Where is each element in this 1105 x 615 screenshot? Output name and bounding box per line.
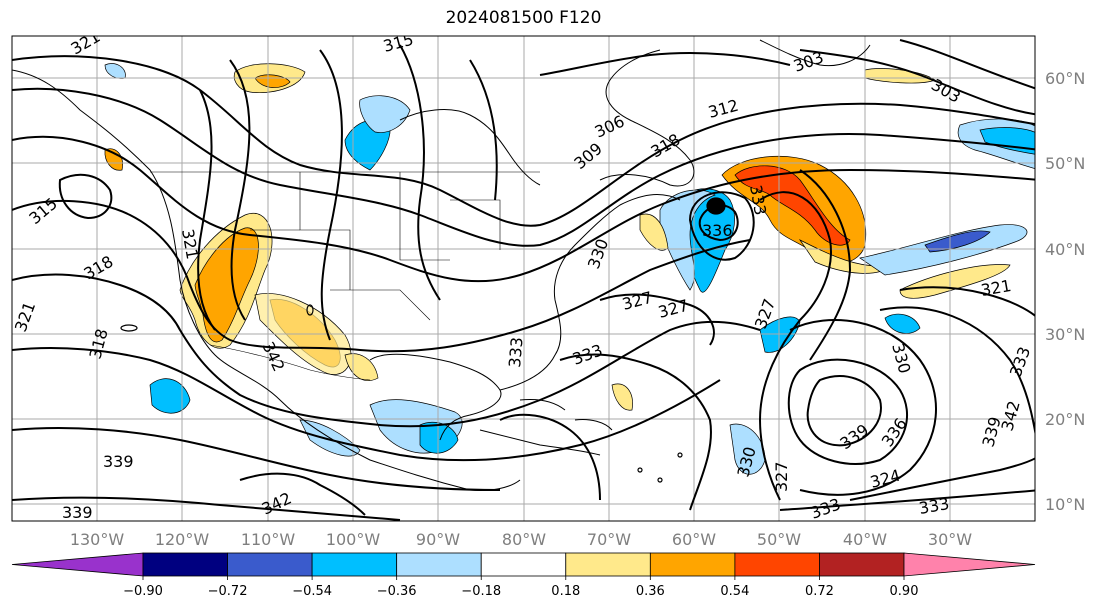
shade-cool-subtrop bbox=[759, 316, 801, 353]
latitude-labels: 60°N 50°N 40°N 30°N 20°N 10°N bbox=[1045, 69, 1085, 514]
colorbar-extend-low bbox=[11, 552, 144, 577]
colorbar-segment bbox=[565, 552, 651, 577]
contour-label: 339 bbox=[103, 452, 134, 471]
lat-label: 30°N bbox=[1045, 325, 1085, 344]
plot-frame bbox=[11, 35, 1036, 522]
colorbar-segment bbox=[734, 552, 820, 577]
shade-cool-pink-atl bbox=[884, 313, 921, 334]
colorbar-segment bbox=[311, 552, 398, 577]
lat-label: 40°N bbox=[1045, 240, 1085, 259]
colorbar-tick-label: −0.36 bbox=[377, 584, 417, 599]
colorbar-tick-label: −0.18 bbox=[461, 584, 501, 599]
lon-label: 60°W bbox=[672, 530, 716, 549]
lon-label: 120°W bbox=[155, 530, 210, 549]
longitude-labels: 130°W 120°W 110°W 100°W 90°W 80°W 70°W 6… bbox=[70, 530, 972, 549]
shade-blue-caribbean bbox=[419, 421, 459, 454]
colorbar-tick-label: 0.18 bbox=[551, 584, 580, 599]
shade-cool-low-light bbox=[659, 189, 716, 291]
colorbar-segment bbox=[227, 552, 313, 577]
borders bbox=[150, 171, 540, 381]
lon-label: 100°W bbox=[326, 530, 381, 549]
lon-label: 40°W bbox=[843, 530, 887, 549]
shade-warm-westpac bbox=[104, 148, 123, 171]
coastlines bbox=[12, 39, 871, 491]
colorbar-segment bbox=[480, 552, 567, 577]
shade-warm-newengland bbox=[639, 213, 669, 251]
contour-label: 339 bbox=[62, 503, 93, 522]
lon-label: 110°W bbox=[241, 530, 296, 549]
contour-label: 336 bbox=[702, 221, 733, 240]
lat-label: 20°N bbox=[1045, 410, 1085, 429]
shade-warm-atlantic-band bbox=[899, 264, 1011, 299]
lat-label: 50°N bbox=[1045, 154, 1085, 173]
colorbar-tick-label: 0.36 bbox=[636, 584, 665, 599]
lon-label: 70°W bbox=[587, 530, 631, 549]
colorbar-tick-labels: −0.90 −0.72 −0.54 −0.36 −0.18 0.18 0.36 0.54 0.7… bbox=[123, 584, 918, 599]
lat-label: 60°N bbox=[1045, 69, 1085, 88]
colorbar-tick-label: −0.54 bbox=[292, 584, 332, 599]
colorbar-tick-label: 0.90 bbox=[890, 584, 919, 599]
shade-blue-atlantic-band bbox=[924, 230, 991, 253]
shade-warm-carib bbox=[611, 383, 633, 411]
colorbar-segment bbox=[396, 552, 482, 577]
colorbar-tick-label: −0.90 bbox=[123, 584, 163, 599]
colorbar-extend-high bbox=[903, 552, 1036, 577]
lon-label: 30°W bbox=[928, 530, 972, 549]
colorbar-segment bbox=[649, 552, 736, 577]
shade-cool-canada-light bbox=[359, 95, 411, 133]
lon-label: 50°W bbox=[757, 530, 801, 549]
contours bbox=[12, 39, 1035, 521]
shading-layer bbox=[104, 63, 1035, 475]
lat-label: 10°N bbox=[1045, 495, 1085, 514]
lon-label: 90°W bbox=[416, 530, 460, 549]
lon-label: 130°W bbox=[70, 530, 125, 549]
shade-cool-eastpac bbox=[149, 378, 191, 414]
colorbar-segment bbox=[819, 552, 905, 577]
graticule bbox=[12, 36, 1035, 521]
colorbar-tick-label: 0.54 bbox=[720, 584, 749, 599]
plot-area: 321 315 315 318 321 318 321 306 309 312 … bbox=[12, 36, 1035, 522]
contour-label: 327 bbox=[772, 461, 791, 492]
map-title: 2024081500 F120 bbox=[445, 8, 602, 28]
colorbar bbox=[11, 552, 1036, 580]
colorbar-tick-label: 0.72 bbox=[805, 584, 834, 599]
colorbar-tick-label: −0.72 bbox=[208, 584, 248, 599]
contour-label: 333 bbox=[505, 336, 527, 368]
lon-label: 80°W bbox=[502, 530, 546, 549]
colorbar-segment bbox=[142, 552, 228, 577]
small-contour-features bbox=[120, 197, 726, 483]
